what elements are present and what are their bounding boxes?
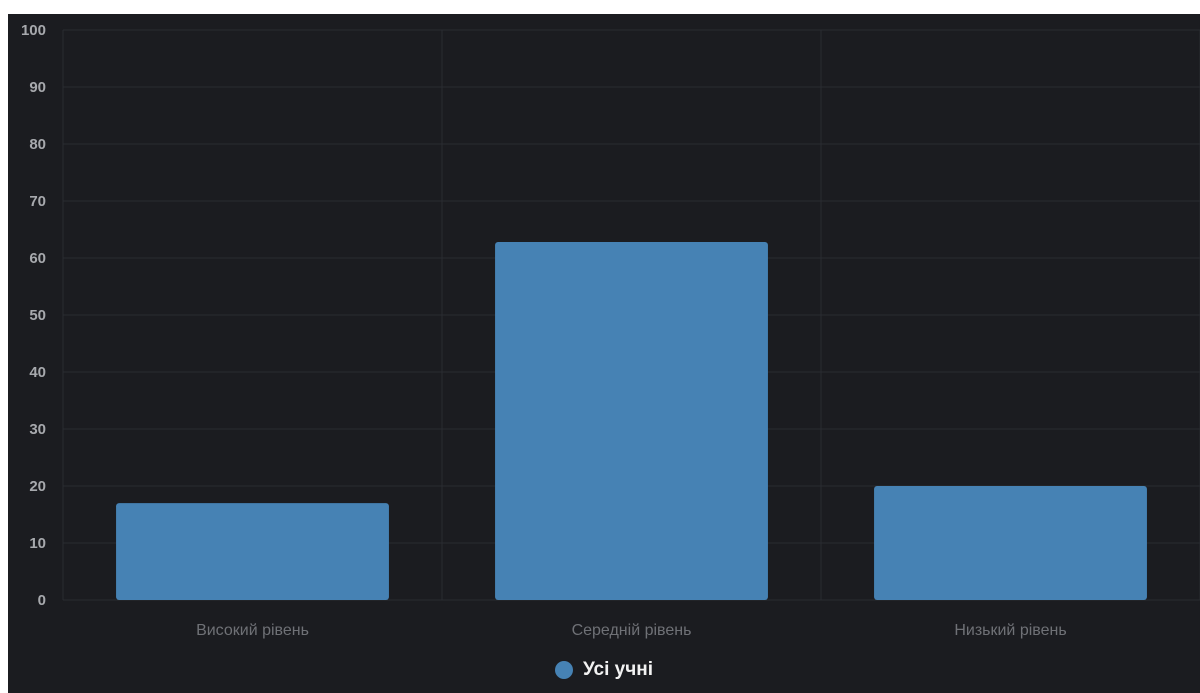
bar[interactable]	[874, 486, 1147, 600]
x-tick-label: Високий рівень	[196, 622, 309, 639]
x-tick-label: Середній рівень	[572, 622, 692, 639]
y-tick-label: 50	[29, 307, 46, 324]
y-tick-label: 20	[29, 478, 46, 495]
bars	[116, 242, 1147, 601]
y-tick-label: 70	[29, 193, 46, 210]
y-tick-label: 30	[29, 421, 46, 438]
bar[interactable]	[495, 242, 768, 601]
y-axis-ticks: 0 10 20 30 40 50 60 70 80 90 100	[21, 22, 46, 609]
x-axis-ticks: Високий рівень Середній рівень Низький рів…	[196, 622, 1067, 639]
y-tick-label: 100	[21, 22, 46, 39]
circle-icon	[554, 661, 573, 679]
legend: Усі учні	[8, 657, 1200, 683]
bar-chart: 0 10 20 30 40 50 60 70 80 90 100 Високий рівень Сер…	[21, 22, 1200, 639]
legend-label: Усі учні	[582, 659, 654, 680]
y-tick-label: 40	[29, 364, 46, 381]
y-tick-label: 10	[29, 535, 46, 552]
y-tick-label: 0	[38, 592, 46, 609]
y-tick-label: 80	[29, 136, 46, 153]
chart-panel: 0 10 20 30 40 50 60 70 80 90 100 Високий рівень Сер…	[8, 14, 1200, 693]
y-tick-label: 90	[29, 79, 46, 96]
x-tick-label: Низький рівень	[954, 622, 1066, 639]
y-tick-label: 60	[29, 250, 46, 267]
legend-item-all-students[interactable]: Усі учні	[554, 659, 654, 681]
bar[interactable]	[116, 503, 389, 600]
